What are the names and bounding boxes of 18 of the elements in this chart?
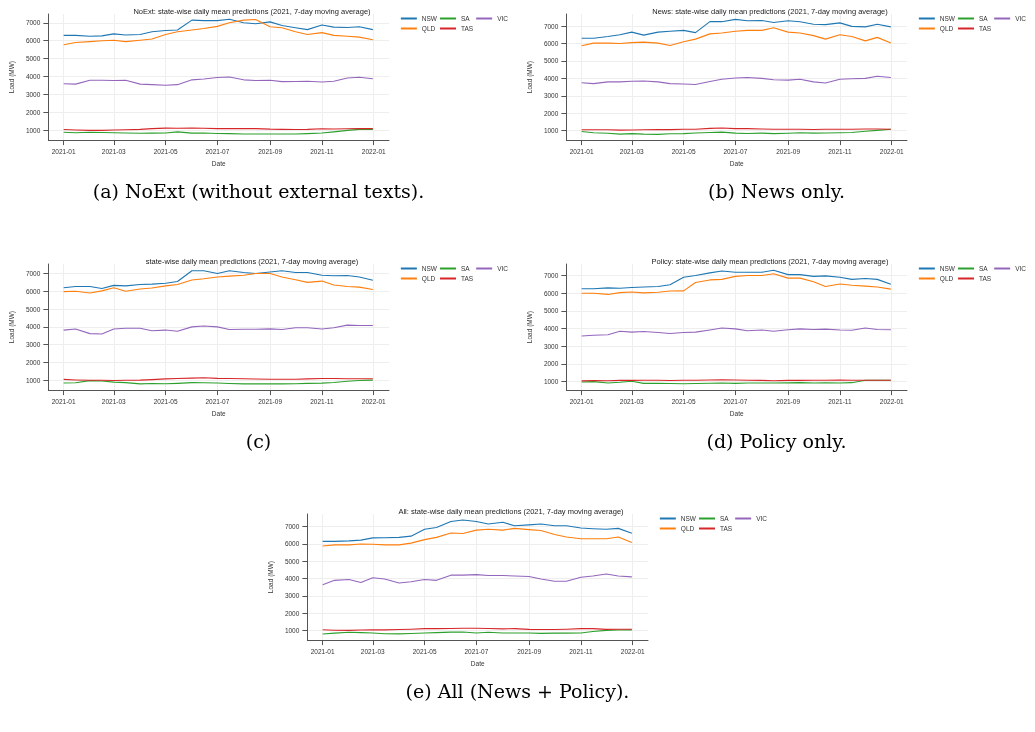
line-series <box>322 519 633 542</box>
line-series <box>322 573 633 586</box>
line-series <box>63 324 374 335</box>
line-series <box>581 327 892 337</box>
text: (c) <box>244 430 273 452</box>
text: (b) News only. <box>707 180 846 202</box>
text: (a) NoExt (without external texts). <box>91 180 426 202</box>
text: (d) Policy only. <box>705 430 848 452</box>
line-series <box>581 18 892 39</box>
line-series <box>581 27 892 47</box>
line-series <box>581 75 892 86</box>
line-series <box>322 527 633 547</box>
line-series <box>581 273 892 295</box>
line-series <box>63 76 374 86</box>
line-series <box>581 269 892 290</box>
line-series <box>63 19 374 46</box>
line-series <box>63 18 374 37</box>
text: (e) All (News + Policy). <box>404 680 631 702</box>
